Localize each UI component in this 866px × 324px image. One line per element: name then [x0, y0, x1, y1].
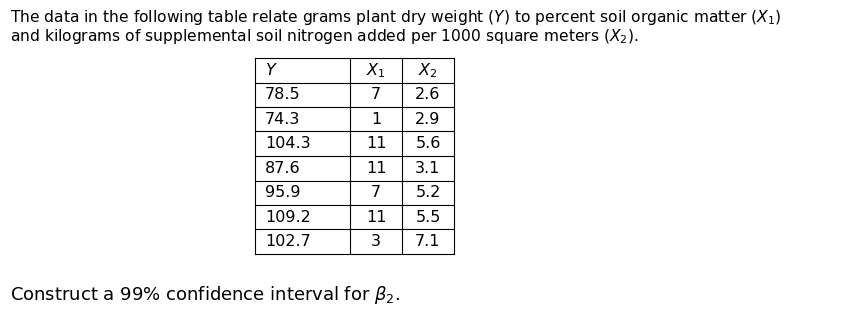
Text: The data in the following table relate grams plant dry weight ($Y$) to percent s: The data in the following table relate g…	[10, 8, 782, 27]
Text: $X_2$: $X_2$	[418, 61, 438, 80]
Text: 74.3: 74.3	[265, 112, 301, 127]
Text: 5.5: 5.5	[416, 210, 441, 225]
Text: 11: 11	[365, 136, 386, 151]
Text: Construct a 99% confidence interval for $\beta_2$.: Construct a 99% confidence interval for …	[10, 284, 400, 306]
Text: 7: 7	[371, 87, 381, 102]
Text: $X_1$: $X_1$	[366, 61, 386, 80]
Text: 78.5: 78.5	[265, 87, 301, 102]
Text: 3: 3	[371, 234, 381, 249]
Text: 104.3: 104.3	[265, 136, 311, 151]
Text: 11: 11	[365, 210, 386, 225]
Text: 2.9: 2.9	[416, 112, 441, 127]
Text: 1: 1	[371, 112, 381, 127]
Text: 5.6: 5.6	[416, 136, 441, 151]
Text: 7: 7	[371, 185, 381, 200]
Text: 87.6: 87.6	[265, 161, 301, 176]
Text: 95.9: 95.9	[265, 185, 301, 200]
Text: 5.2: 5.2	[416, 185, 441, 200]
Text: 7.1: 7.1	[416, 234, 441, 249]
Text: 11: 11	[365, 161, 386, 176]
Text: 102.7: 102.7	[265, 234, 311, 249]
Text: $Y$: $Y$	[265, 62, 278, 78]
Text: 3.1: 3.1	[416, 161, 441, 176]
Text: 2.6: 2.6	[416, 87, 441, 102]
Text: 109.2: 109.2	[265, 210, 311, 225]
Text: and kilograms of supplemental soil nitrogen added per 1000 square meters ($X_2$): and kilograms of supplemental soil nitro…	[10, 28, 638, 47]
